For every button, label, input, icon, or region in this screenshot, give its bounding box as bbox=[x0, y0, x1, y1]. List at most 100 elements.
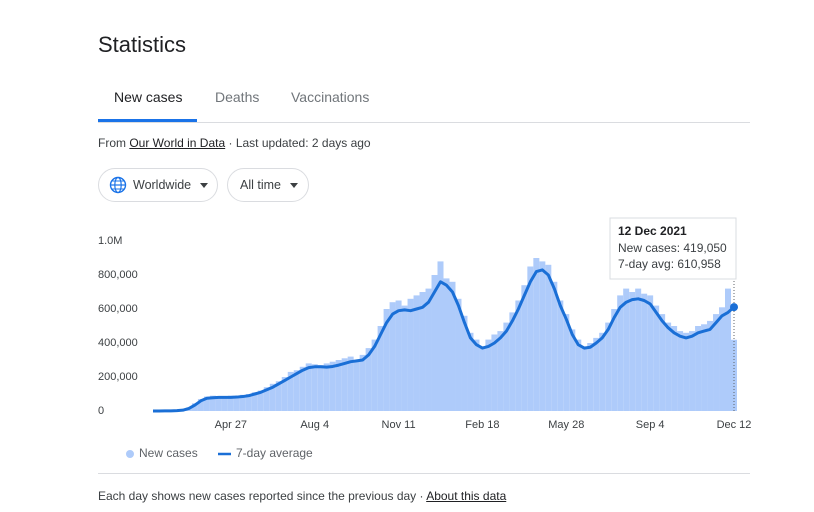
bar bbox=[215, 398, 222, 411]
chip-label: All time bbox=[240, 178, 281, 192]
x-tick-label: Feb 18 bbox=[465, 419, 499, 431]
bar bbox=[233, 397, 240, 411]
bar bbox=[413, 295, 420, 411]
source-line: From Our World in Data · Last updated: 2… bbox=[98, 136, 371, 150]
footer: Each day shows new cases reported since … bbox=[98, 489, 506, 503]
bar bbox=[677, 331, 684, 411]
bar bbox=[473, 339, 480, 411]
bar bbox=[269, 383, 276, 411]
dropdown-caret bbox=[289, 182, 298, 188]
hover-dot bbox=[730, 303, 738, 312]
bar bbox=[287, 371, 294, 411]
y-tick-label: 0 bbox=[98, 405, 104, 417]
bar bbox=[203, 396, 210, 411]
bar bbox=[671, 326, 678, 411]
tab[interactable]: Vaccinations bbox=[291, 89, 370, 105]
x-tick-label: Nov 11 bbox=[382, 419, 416, 431]
bar bbox=[509, 312, 516, 411]
bar bbox=[341, 358, 348, 411]
page-title: Statistics bbox=[98, 32, 187, 57]
bar bbox=[593, 337, 600, 411]
y-tick-label: 800,000 bbox=[98, 269, 138, 281]
bar bbox=[467, 332, 474, 411]
bar bbox=[701, 324, 708, 411]
bar bbox=[587, 343, 594, 411]
bar bbox=[431, 275, 438, 411]
bar bbox=[557, 300, 564, 411]
bar bbox=[401, 305, 408, 411]
bar bbox=[275, 381, 282, 411]
bar bbox=[239, 394, 246, 411]
footer-text: Each day shows new cases reported since … bbox=[98, 489, 424, 503]
bar bbox=[353, 360, 360, 411]
bar bbox=[251, 392, 258, 411]
bar bbox=[209, 395, 216, 411]
bar bbox=[575, 339, 582, 411]
about-link[interactable]: About this data bbox=[426, 489, 507, 503]
tab[interactable]: Deaths bbox=[215, 89, 260, 105]
tooltip-line: 7-day avg: 610,958 bbox=[618, 257, 721, 271]
bar bbox=[425, 288, 432, 411]
bar bbox=[611, 309, 618, 411]
x-tick-label: Aug 4 bbox=[300, 419, 329, 431]
legend-label: 7-day average bbox=[236, 446, 313, 460]
bar bbox=[377, 326, 384, 411]
bar bbox=[569, 329, 576, 411]
bar bbox=[419, 292, 426, 411]
average-line bbox=[153, 268, 735, 413]
bar bbox=[623, 288, 630, 411]
bar bbox=[515, 300, 522, 411]
region-filter[interactable]: Worldwide bbox=[98, 168, 218, 202]
bar bbox=[293, 370, 300, 411]
bar bbox=[263, 387, 270, 411]
bar bbox=[659, 314, 666, 411]
bar bbox=[491, 334, 498, 411]
bar bbox=[563, 314, 570, 411]
bar bbox=[407, 298, 414, 411]
bar bbox=[539, 261, 546, 411]
bar bbox=[449, 281, 456, 411]
bar bbox=[437, 261, 444, 411]
bar bbox=[707, 320, 714, 411]
bar bbox=[347, 356, 354, 411]
bar bbox=[635, 288, 642, 411]
bar bbox=[551, 281, 558, 411]
y-tick-label: 600,000 bbox=[98, 303, 138, 315]
tooltip-date: 12 Dec 2021 bbox=[618, 224, 687, 238]
x-tick-label: May 28 bbox=[548, 419, 584, 431]
y-tick-label: 400,000 bbox=[98, 337, 138, 349]
bar bbox=[695, 326, 702, 411]
tab[interactable]: New cases bbox=[114, 89, 183, 105]
source-prefix: From bbox=[98, 136, 126, 150]
bar bbox=[665, 322, 672, 411]
bar bbox=[521, 285, 528, 411]
time-filter[interactable]: All time bbox=[227, 168, 309, 202]
bar bbox=[329, 361, 336, 411]
bar bbox=[533, 258, 540, 411]
bar bbox=[599, 332, 606, 411]
tooltip-line: New cases: 419,050 bbox=[618, 241, 727, 255]
bar bbox=[461, 315, 468, 411]
bar bbox=[713, 314, 720, 411]
bar bbox=[629, 292, 636, 411]
bar bbox=[317, 365, 324, 411]
y-tick-label: 200,000 bbox=[98, 371, 138, 383]
legend-swatch bbox=[126, 450, 134, 458]
bar bbox=[581, 346, 588, 411]
bar bbox=[227, 395, 234, 411]
source-link[interactable]: Our World in Data bbox=[129, 136, 226, 150]
bar bbox=[383, 309, 390, 411]
bar bbox=[485, 339, 492, 411]
bar bbox=[311, 364, 318, 411]
bar bbox=[683, 332, 690, 411]
bar bbox=[323, 363, 330, 411]
x-tick-label: Sep 4 bbox=[636, 419, 665, 431]
dropdown-caret bbox=[200, 182, 209, 188]
bar bbox=[503, 322, 510, 411]
bar bbox=[359, 354, 366, 411]
bar bbox=[641, 293, 648, 411]
bar bbox=[455, 298, 462, 411]
bar bbox=[527, 266, 534, 411]
y-tick-label: 1.0M bbox=[98, 235, 122, 247]
